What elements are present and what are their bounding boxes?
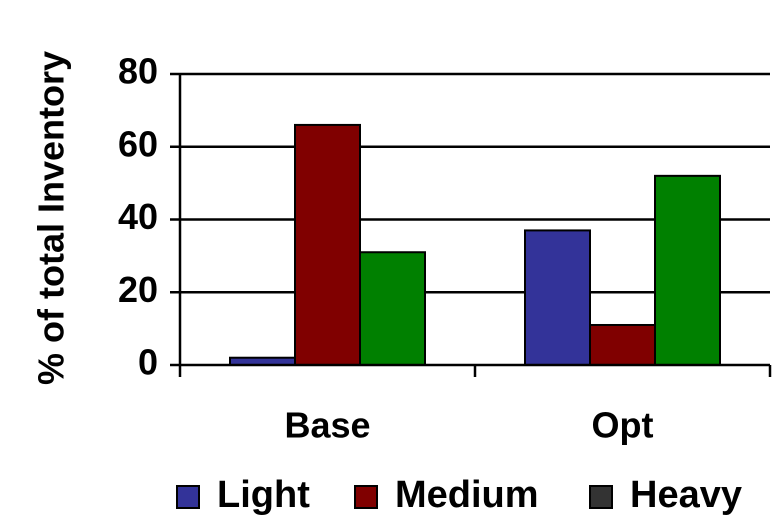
y-tick-label: 80 [118, 51, 158, 92]
axes [178, 74, 770, 367]
y-tick-label: 60 [118, 123, 158, 164]
bar-medium-base [294, 123, 361, 366]
legend-label-medium: Medium [395, 474, 539, 516]
legend-label-heavy: Heavy [630, 474, 742, 516]
y-tick-label: 20 [118, 269, 158, 310]
legend-swatch-light [176, 485, 200, 509]
y-tick-label: 0 [138, 342, 158, 383]
y-axis-title: % of total Inventory [31, 51, 72, 385]
bar-heavy-opt [654, 174, 721, 366]
bars [229, 123, 721, 367]
y-tick-labels: 0 20 40 60 80 [118, 51, 158, 383]
legend-swatch-medium [354, 485, 378, 509]
legend-label-light: Light [217, 474, 310, 516]
x-category-label: Base [284, 405, 370, 446]
bar-medium-opt [589, 323, 656, 366]
legend: Light Medium Heavy [176, 474, 742, 516]
y-tick-label: 40 [118, 196, 158, 237]
legend-swatch-heavy [589, 485, 613, 509]
x-category-label: Opt [592, 405, 654, 446]
bar-light-opt [524, 229, 591, 366]
category-labels: Base Opt [284, 405, 653, 446]
bar-heavy-base [359, 251, 426, 366]
